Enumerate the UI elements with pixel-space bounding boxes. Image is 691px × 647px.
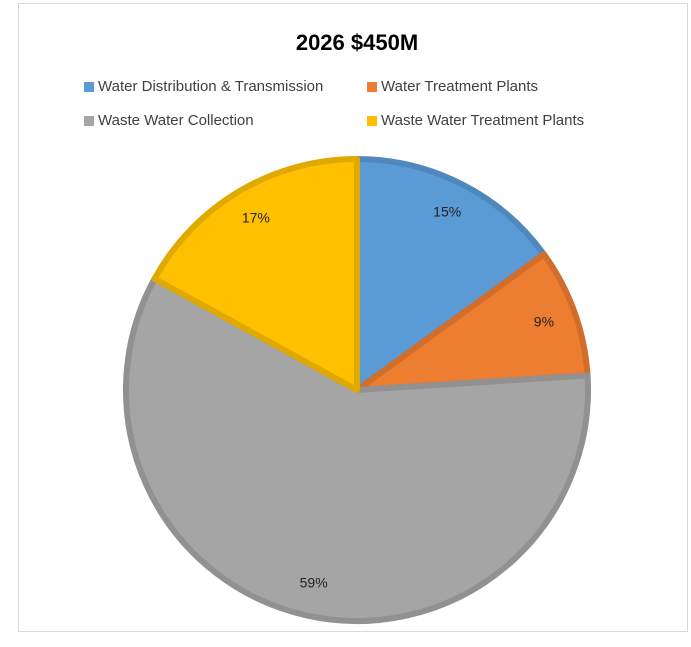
pie-slice (354, 251, 591, 393)
legend-label: Waste Water Collection (98, 112, 254, 129)
legend-label: Water Distribution & Transmission (98, 78, 323, 95)
data-label: 59% (300, 575, 328, 591)
pie-slice (123, 275, 591, 624)
data-label: 17% (242, 210, 270, 226)
data-label: 9% (534, 313, 554, 329)
pie-slice (151, 156, 360, 393)
legend-label: Waste Water Treatment Plants (381, 112, 584, 129)
legend-swatch (367, 82, 377, 92)
legend-label: Water Treatment Plants (381, 78, 538, 95)
legend-swatch (367, 116, 377, 126)
pie-slice (354, 156, 547, 393)
legend-swatch (84, 82, 94, 92)
data-label: 15% (433, 204, 461, 220)
legend-swatch (84, 116, 94, 126)
chart-title: 2026 $450M (296, 30, 418, 55)
